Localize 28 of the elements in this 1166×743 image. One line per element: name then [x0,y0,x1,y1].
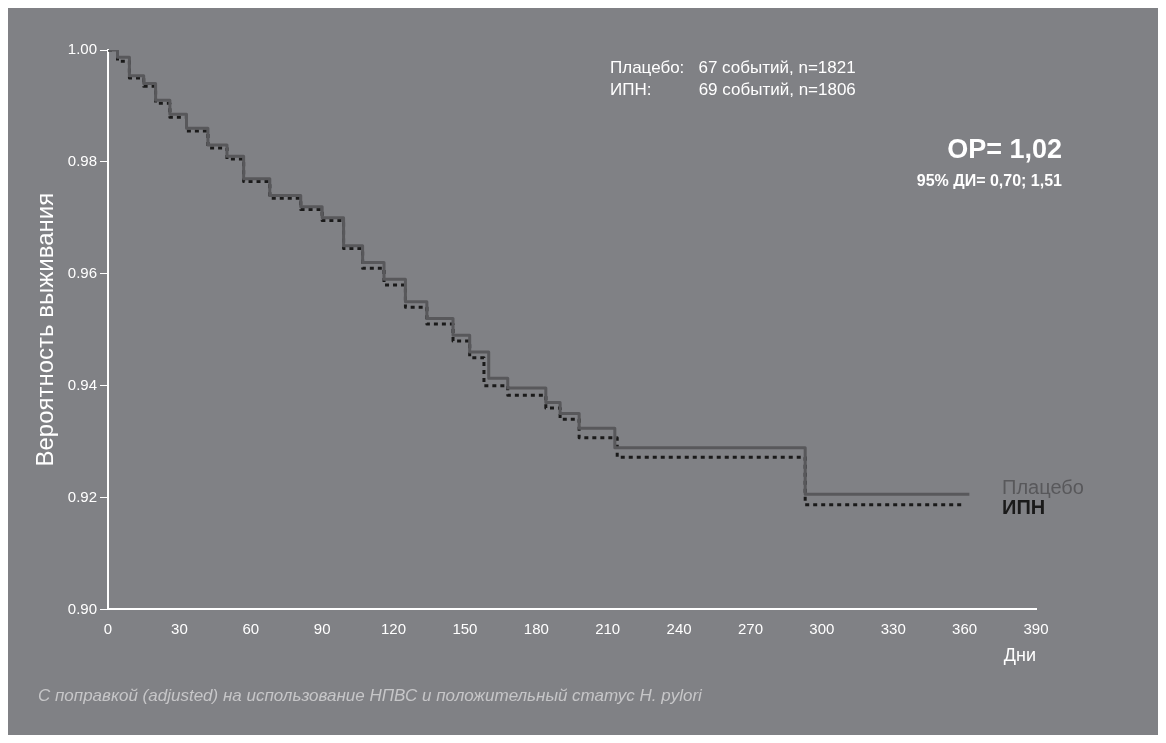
x-tick-label: 30 [171,619,188,637]
text: С поправкой (adjusted) на использование НПВС и положительный статус H. pylori [38,686,702,706]
y-tick-label: 1.00 [67,40,97,58]
x-tick-label: 300 [809,619,835,637]
annotation: ИПН: 69 событий, n=1806 [610,80,856,100]
x-tick-label: 180 [523,619,549,637]
x-tick-label: 90 [313,619,331,637]
x-tick-label: 60 [242,619,260,637]
x-tick-label: 330 [880,619,906,637]
x-axis-title: Дни [1003,645,1036,666]
x-tick-label: 390 [1023,619,1049,637]
y-tick-label: 0.90 [67,599,97,617]
annotation: ОР= 1,02 [947,134,1062,165]
x-tick-label: 210 [595,619,621,637]
y-axis-title: Вероятность выживания [31,192,59,467]
annotation: Плацебо: 67 событий, n=1821 [610,58,856,78]
x-tick-label: 360 [952,619,978,637]
y-tick-label: 0.96 [67,263,97,281]
x-tick-label: 0 [103,619,113,637]
x-tick-label: 240 [666,619,692,637]
x-tick-label: 120 [381,619,407,637]
series-label: ИПН [1002,496,1046,519]
annotation: 95% ДИ= 0,70; 1,51 [916,172,1062,190]
x-tick-label: 270 [737,619,763,637]
x-tick-label: 150 [452,619,478,637]
y-tick-label: 0.92 [67,487,97,505]
y-tick-label: 0.98 [67,152,97,170]
y-tick-label: 0.94 [67,375,97,393]
